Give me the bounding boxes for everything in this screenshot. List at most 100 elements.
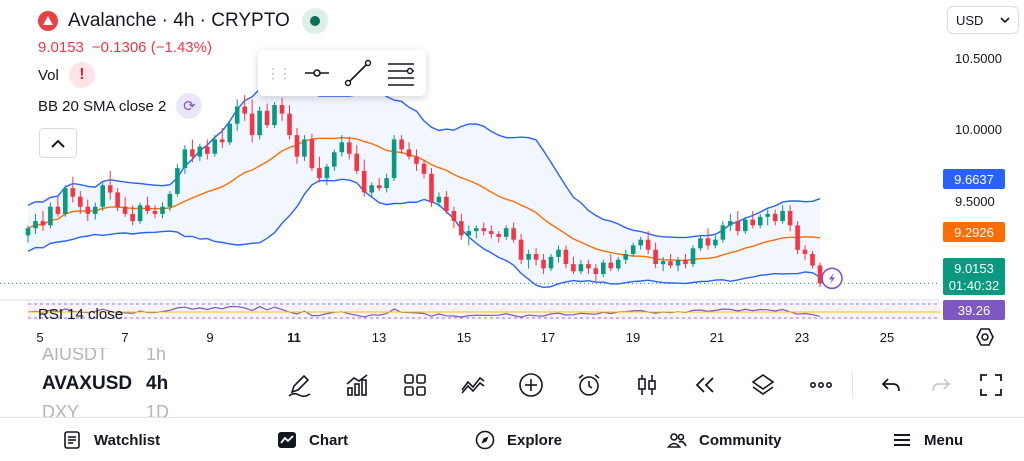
candle-body	[182, 149, 188, 168]
symbol-name: AIUSDT	[42, 348, 109, 364]
currency-select[interactable]: USD	[947, 6, 1019, 34]
candle-body	[623, 254, 628, 260]
candle-body	[287, 113, 292, 136]
currency-value: USD	[956, 12, 984, 28]
candle-body	[339, 142, 345, 153]
drawing-tools-button[interactable]	[280, 368, 318, 402]
fib-levels-icon[interactable]	[386, 59, 416, 87]
candle-body	[115, 192, 120, 207]
community-icon	[667, 433, 687, 448]
symbol-option[interactable]: AIUSDT 1h	[42, 348, 192, 365]
candle-body	[429, 173, 434, 203]
candle-body	[548, 256, 554, 269]
candle-body	[152, 211, 158, 214]
time-axis-label: 21	[709, 330, 725, 345]
last-price-tag-value: 9.0153	[954, 260, 994, 276]
candle-body	[593, 268, 599, 274]
nav-chart-label: Chart	[309, 431, 349, 449]
time-axis[interactable]: 5 7 9 11 13 15 17 19 21 23 25	[0, 330, 940, 346]
candle-body	[257, 110, 262, 136]
candle-body	[526, 254, 531, 260]
price-axis-label: 10.0000	[955, 122, 1002, 137]
trend-line-icon[interactable]	[344, 59, 372, 87]
candle-body	[720, 225, 726, 240]
watchlist-icon	[64, 431, 80, 449]
candle-body	[757, 216, 763, 226]
indicator-rsi-label[interactable]: RSI 14 close	[38, 306, 124, 323]
candle-body	[361, 170, 367, 193]
more-button[interactable]	[802, 368, 840, 402]
nav-explore[interactable]: Explore	[475, 430, 562, 450]
candle-body	[78, 196, 83, 207]
redo-button[interactable]	[922, 368, 960, 402]
indicator-vol[interactable]: Vol !	[38, 61, 95, 89]
chart-type-button[interactable]	[628, 368, 666, 402]
nav-explore-label: Explore	[507, 431, 563, 449]
candle-body	[578, 264, 584, 272]
candle-body	[249, 113, 255, 136]
nav-watchlist[interactable]: Watchlist	[62, 430, 160, 450]
candles-icon	[638, 375, 656, 395]
candle-body	[234, 106, 240, 124]
candle-body	[347, 142, 352, 154]
candle-body	[690, 248, 696, 265]
drag-handle-icon[interactable]: ⋮⋮	[266, 64, 292, 81]
candle-body	[175, 168, 180, 194]
candle-body	[436, 196, 442, 203]
candle-body	[713, 239, 718, 246]
layers-button[interactable]	[744, 368, 782, 402]
replay-button[interactable]	[686, 368, 724, 402]
candle-body	[541, 259, 546, 269]
price-readout: 9.0153 −0.1306 (−1.43%)	[38, 39, 212, 56]
indicators-button[interactable]	[338, 368, 376, 402]
symbol-title[interactable]: Avalanche · 4h · CRYPTO	[38, 8, 328, 34]
time-axis-label: 5	[36, 330, 44, 345]
candle-body	[787, 211, 793, 226]
candle-body	[40, 221, 46, 226]
nav-watchlist-label: Watchlist	[94, 431, 161, 449]
bar-countdown: 01:40:32	[948, 277, 1000, 293]
nav-community[interactable]: Community	[667, 430, 782, 450]
chart-settings-icon[interactable]	[975, 327, 995, 347]
chart-growth-icon	[346, 374, 368, 396]
nav-chart[interactable]: Chart	[277, 430, 348, 450]
indicator-bb-label: BB 20 SMA close 2	[38, 97, 167, 115]
price-chart[interactable]	[0, 42, 940, 322]
nav-menu[interactable]: Menu	[892, 430, 963, 450]
symbol-option[interactable]: DXY 1D	[42, 402, 192, 418]
candle-body	[406, 149, 412, 157]
add-button[interactable]	[512, 368, 550, 402]
candle-body	[212, 139, 218, 154]
symbol-selector[interactable]: AIUSDT 1h AVAXUSD 4h DXY 1D	[42, 348, 192, 418]
compass-icon	[475, 430, 495, 450]
alert-button[interactable]	[570, 368, 608, 402]
compare-button[interactable]	[454, 368, 492, 402]
indicator-bb[interactable]: BB 20 SMA close 2 ⟳	[38, 92, 203, 120]
candle-body	[772, 213, 778, 222]
fullscreen-button[interactable]	[972, 368, 1010, 402]
warning-icon[interactable]: !	[68, 62, 95, 88]
candle-body	[481, 228, 487, 232]
horizontal-line-icon[interactable]	[304, 63, 330, 83]
nav-community-label: Community	[699, 431, 782, 449]
candle-body	[264, 110, 270, 126]
collapse-legend-button[interactable]	[39, 128, 77, 158]
candle-body	[414, 156, 419, 164]
candle-body	[227, 123, 232, 143]
last-price-tag: 9.0153 01:40:32	[943, 258, 1005, 295]
candle-body	[668, 261, 673, 266]
candle-body	[496, 234, 501, 237]
templates-button[interactable]	[396, 368, 434, 402]
candle-body	[279, 105, 285, 114]
candle-body	[190, 149, 195, 157]
candle-body	[802, 249, 808, 254]
candle-body	[743, 219, 748, 232]
undo-button[interactable]	[872, 368, 910, 402]
candle-body	[586, 264, 591, 269]
candle-body	[698, 238, 703, 249]
candle-body	[100, 185, 105, 207]
candle-body	[309, 139, 315, 169]
market-open-status-icon[interactable]	[301, 8, 328, 34]
refresh-icon[interactable]: ⟳	[176, 93, 203, 119]
symbol-option-selected[interactable]: AVAXUSD 4h	[42, 373, 192, 395]
